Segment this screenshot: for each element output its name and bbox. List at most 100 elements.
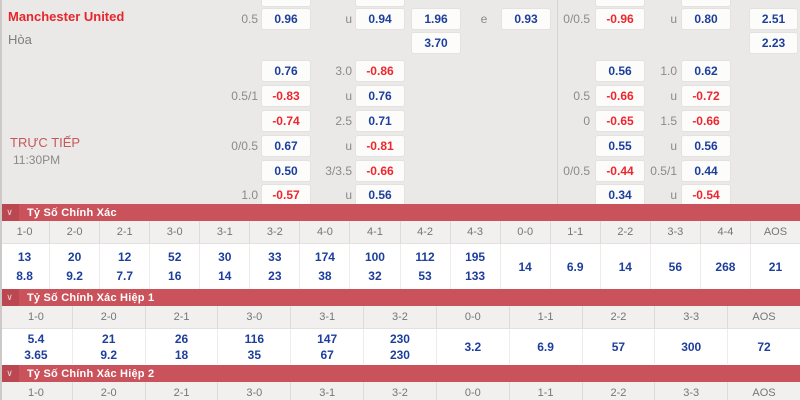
score-odds-value[interactable]: 133 — [465, 269, 486, 283]
odds-value-box[interactable]: 0.76 — [262, 61, 310, 81]
score-odds-value[interactable]: 26 — [174, 331, 189, 346]
score-odds-value[interactable]: 13 — [17, 250, 32, 264]
score-odds-value[interactable]: 9.2 — [100, 347, 118, 362]
score-odds-cell[interactable]: 6.9 — [551, 244, 601, 290]
odds-value-box[interactable]: 0.56 — [682, 136, 730, 156]
score-odds-value[interactable]: 230 — [389, 331, 410, 346]
odds-value-box[interactable]: 0.93 — [502, 9, 550, 29]
score-odds-value[interactable]: 3.2 — [464, 339, 482, 354]
score-odds-value[interactable]: 56 — [668, 259, 683, 274]
odds-value-box[interactable]: -0.66 — [596, 86, 644, 106]
odds-value-box[interactable]: 2.51 — [750, 9, 797, 29]
odds-value-box[interactable]: 0.44 — [682, 161, 730, 181]
score-odds-value[interactable]: 35 — [247, 347, 262, 362]
odds-value-box[interactable]: 0.56 — [596, 61, 644, 81]
chevron-down-icon[interactable]: ∨ — [0, 289, 19, 306]
score-odds-cell[interactable]: 72 — [728, 329, 800, 364]
odds-value-box[interactable]: -0.81 — [356, 136, 404, 156]
odds-value-box[interactable]: 0.94 — [356, 9, 404, 29]
odds-value-box[interactable]: -0.57 — [262, 185, 310, 205]
score-odds-value[interactable]: 23 — [268, 269, 282, 283]
score-odds-value[interactable]: 38 — [318, 269, 332, 283]
score-odds-cell[interactable]: 195 133 — [451, 244, 501, 290]
score-odds-value[interactable]: 14 — [618, 259, 632, 274]
odds-value-box[interactable] — [596, 0, 644, 6]
score-odds-cell[interactable]: 100 32 — [350, 244, 401, 290]
score-odds-value[interactable]: 230 — [389, 347, 410, 362]
score-odds-value[interactable]: 5.4 — [27, 331, 45, 346]
score-odds-cell[interactable]: 5.4 3.65 — [0, 329, 73, 364]
odds-value-box[interactable]: 0.50 — [262, 161, 310, 181]
score-odds-value[interactable]: 268 — [715, 259, 736, 274]
odds-value-box[interactable]: 0.96 — [262, 9, 310, 29]
score-odds-cell[interactable]: 14 — [601, 244, 651, 290]
odds-value-box[interactable]: -0.66 — [356, 161, 404, 181]
score-odds-cell[interactable]: 112 53 — [401, 244, 451, 290]
score-odds-value[interactable]: 33 — [268, 250, 282, 264]
score-odds-value[interactable]: 7.7 — [116, 269, 133, 283]
score-odds-cell[interactable]: 26 18 — [146, 329, 219, 364]
score-odds-value[interactable]: 53 — [418, 269, 432, 283]
score-odds-cell[interactable]: 300 — [655, 329, 729, 364]
score-odds-value[interactable]: 174 — [314, 250, 335, 264]
odds-value-box[interactable]: 0.62 — [682, 61, 730, 81]
score-odds-cell[interactable]: 57 — [583, 329, 656, 364]
score-odds-value[interactable]: 21 — [768, 259, 783, 274]
score-odds-value[interactable]: 9.2 — [66, 269, 83, 283]
score-odds-cell[interactable]: 30 14 — [200, 244, 251, 290]
odds-value-box[interactable]: 3.70 — [412, 33, 460, 53]
odds-value-box[interactable]: -0.66 — [682, 111, 730, 131]
score-odds-cell[interactable]: 268 — [701, 244, 751, 290]
odds-value-box[interactable] — [682, 0, 730, 6]
score-odds-value[interactable]: 21 — [102, 331, 116, 346]
score-odds-cell[interactable]: 21 9.2 — [73, 329, 146, 364]
score-odds-value[interactable]: 6.9 — [566, 259, 584, 274]
score-odds-value[interactable]: 72 — [757, 339, 771, 354]
score-odds-cell[interactable]: 52 16 — [150, 244, 201, 290]
score-odds-value[interactable]: 195 — [465, 250, 486, 264]
odds-value-box[interactable]: -0.54 — [682, 185, 730, 205]
score-odds-cell[interactable]: 14 — [501, 244, 551, 290]
score-odds-value[interactable]: 3.65 — [24, 347, 48, 362]
score-odds-value[interactable]: 16 — [168, 269, 182, 283]
score-odds-value[interactable]: 18 — [174, 347, 189, 362]
odds-value-box[interactable]: 0.80 — [682, 9, 730, 29]
odds-value-box[interactable] — [262, 0, 310, 6]
score-odds-value[interactable]: 52 — [168, 250, 182, 264]
score-odds-value[interactable]: 8.8 — [16, 269, 33, 283]
score-odds-cell[interactable]: 174 38 — [300, 244, 351, 290]
odds-value-box[interactable]: -0.86 — [356, 61, 404, 81]
score-odds-cell[interactable]: 147 67 — [291, 329, 365, 364]
odds-value-box[interactable]: -0.74 — [262, 111, 310, 131]
odds-value-box[interactable] — [356, 0, 404, 6]
score-odds-cell[interactable]: 13 8.8 — [0, 244, 51, 290]
score-odds-value[interactable]: 30 — [218, 250, 232, 264]
score-odds-value[interactable]: 14 — [218, 269, 232, 283]
odds-value-box[interactable]: 0.55 — [596, 136, 644, 156]
odds-value-box[interactable]: -0.83 — [262, 86, 310, 106]
score-odds-cell[interactable]: 12 7.7 — [100, 244, 151, 290]
odds-value-box[interactable]: -0.44 — [596, 161, 644, 181]
score-odds-value[interactable]: 12 — [117, 250, 132, 264]
score-odds-value[interactable]: 300 — [681, 339, 702, 354]
odds-value-box[interactable]: 0.76 — [356, 86, 404, 106]
score-odds-value[interactable]: 57 — [611, 339, 626, 354]
score-odds-value[interactable]: 32 — [368, 269, 382, 283]
odds-value-box[interactable]: -0.72 — [682, 86, 730, 106]
odds-value-box[interactable]: 0.67 — [262, 136, 310, 156]
score-odds-cell[interactable]: 20 9.2 — [50, 244, 101, 290]
score-odds-cell[interactable]: 230 230 — [364, 329, 437, 364]
score-odds-cell[interactable]: 116 35 — [218, 329, 292, 364]
chevron-down-icon[interactable]: ∨ — [0, 204, 19, 221]
score-odds-cell[interactable]: 6.9 — [510, 329, 583, 364]
score-odds-value[interactable]: 20 — [67, 250, 82, 264]
score-odds-value[interactable]: 67 — [320, 347, 334, 362]
odds-value-box[interactable]: 0.71 — [356, 111, 404, 131]
odds-value-box[interactable]: -0.96 — [596, 9, 644, 29]
score-odds-value[interactable]: 147 — [317, 331, 338, 346]
score-odds-cell[interactable]: 56 — [651, 244, 701, 290]
score-odds-value[interactable]: 14 — [518, 259, 532, 274]
odds-value-box[interactable]: 1.96 — [412, 9, 460, 29]
score-odds-value[interactable]: 112 — [415, 250, 435, 264]
odds-value-box[interactable]: 2.23 — [750, 33, 797, 53]
